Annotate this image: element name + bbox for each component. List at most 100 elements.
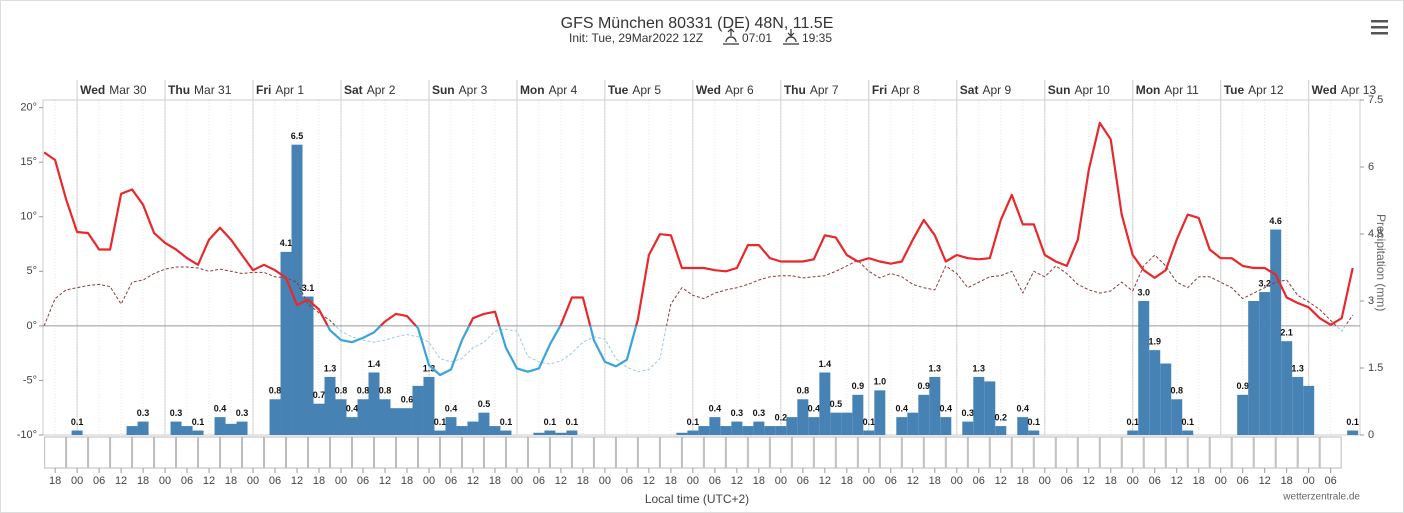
bar-label: 0.1 (1346, 417, 1359, 427)
x-tick-label: 12 (291, 475, 303, 487)
day-label: Tue Apr 5 (608, 83, 661, 97)
precip-bar (929, 376, 941, 435)
x-tick-label: 12 (203, 475, 215, 487)
bar-label: 0.8 (797, 386, 810, 396)
precip-bar (819, 372, 831, 435)
x-tick-label: 06 (93, 475, 105, 487)
wind-cell (1275, 436, 1298, 469)
menu-button[interactable] (1371, 20, 1388, 35)
day-label: Mon Apr 4 (520, 83, 578, 97)
x-tick-label: 12 (555, 475, 567, 487)
x-tick-label: 18 (1193, 475, 1205, 487)
x-tick-label: 18 (137, 475, 149, 487)
wind-cell (1297, 436, 1320, 469)
day-label: Thu Apr 7 (784, 83, 839, 97)
precip-bar (489, 426, 501, 435)
precip-bar (1281, 341, 1293, 435)
x-tick-label: 00 (335, 475, 347, 487)
day-label: Fri Apr 1 (256, 83, 304, 97)
date: Apr 10 (1074, 83, 1110, 97)
date: Apr 2 (367, 83, 396, 97)
bar-label: 0.4 (214, 404, 227, 414)
x-tick-label: 06 (533, 475, 545, 487)
date: Apr 12 (1248, 83, 1284, 97)
bar-label: 0.4 (1017, 404, 1030, 414)
bar-label: 0.8 (1170, 386, 1183, 396)
x-tick-label: 12 (1259, 475, 1271, 487)
wind-cell (703, 436, 726, 469)
wind-cell (1033, 436, 1056, 469)
day-label: Tue Apr 12 (1224, 83, 1284, 97)
x-tick-label: 12 (1171, 475, 1183, 487)
precip-bar (940, 417, 952, 435)
weekday: Sun (1048, 83, 1071, 97)
bar-label: 0.5 (830, 399, 843, 409)
precip-bar (808, 417, 820, 435)
bar-label: 1.4 (819, 359, 832, 369)
bar-label: 4.1 (280, 238, 293, 248)
bar-label: 3.2 (1258, 278, 1271, 288)
precip-bar (467, 421, 479, 435)
bar-label: 1.3 (929, 363, 942, 373)
weekday: Wed (80, 83, 105, 97)
x-tick-label: 18 (1105, 475, 1117, 487)
precip-bar (478, 412, 490, 435)
bar-label: 0.3 (731, 408, 744, 418)
x-tick-label: 00 (687, 475, 699, 487)
wind-cell (505, 436, 528, 469)
wind-cell (791, 436, 814, 469)
precip-bar (1292, 376, 1304, 435)
wind-cell (747, 436, 770, 469)
wind-cell (769, 436, 792, 469)
y-tick-label: 0° (26, 320, 37, 332)
x-axis-title: Local time (UTC+2) (645, 492, 749, 506)
precip-bar (1017, 417, 1029, 435)
precip-bar (1127, 430, 1139, 435)
precip-bar (907, 412, 919, 435)
precip-bar (544, 430, 556, 435)
wind-cell (835, 436, 858, 469)
wind-cell (527, 436, 550, 469)
bar-label: 0.6 (401, 395, 414, 405)
bar-label: 1.3 (423, 363, 436, 373)
y-tick-label: -5° (23, 374, 37, 386)
x-tick-label: 00 (951, 475, 963, 487)
precip-bar (918, 394, 930, 435)
wind-cell (1143, 436, 1166, 469)
wind-cell (637, 436, 660, 469)
bar-label: 1.9 (1148, 337, 1161, 347)
wind-cell (879, 436, 902, 469)
precip-bar (874, 390, 886, 435)
x-tick-label: 00 (423, 475, 435, 487)
precip-bar (995, 426, 1007, 435)
precip-bar (786, 417, 798, 435)
wind-cell (66, 436, 89, 469)
precip-bar (731, 421, 743, 435)
init-time: Init: Tue, 29Mar2022 12Z (569, 31, 703, 45)
day-label: Sun Apr 10 (1048, 83, 1110, 97)
bar-label: 0.3 (962, 408, 975, 418)
bar-label: 3.1 (302, 283, 315, 293)
y2-tick-label: 7.5 (1368, 94, 1383, 106)
x-tick-label: 00 (1303, 475, 1315, 487)
precip-bar (71, 430, 83, 435)
x-tick-label: 06 (1325, 475, 1337, 487)
bar-label: 0.1 (1181, 417, 1194, 427)
precip-bar (566, 430, 578, 435)
y-tick-label: -10° (17, 429, 37, 441)
weekday: Mon (520, 83, 545, 97)
bar-label: 0.2 (775, 412, 788, 422)
x-tick-label: 12 (467, 475, 479, 487)
bar-label: 0.3 (236, 408, 249, 418)
bar-label: 1.3 (973, 363, 986, 373)
day-label: Wed Apr 6 (696, 83, 754, 97)
bar-label: 6.5 (291, 131, 304, 141)
x-tick-label: 06 (181, 475, 193, 487)
bar-label: 0.4 (808, 404, 821, 414)
bar-label: 0.4 (445, 404, 458, 414)
x-tick-label: 12 (115, 475, 127, 487)
x-tick-label: 00 (863, 475, 875, 487)
wind-cell (44, 436, 67, 469)
precip-bar (335, 399, 347, 435)
x-tick-label: 00 (1127, 475, 1139, 487)
